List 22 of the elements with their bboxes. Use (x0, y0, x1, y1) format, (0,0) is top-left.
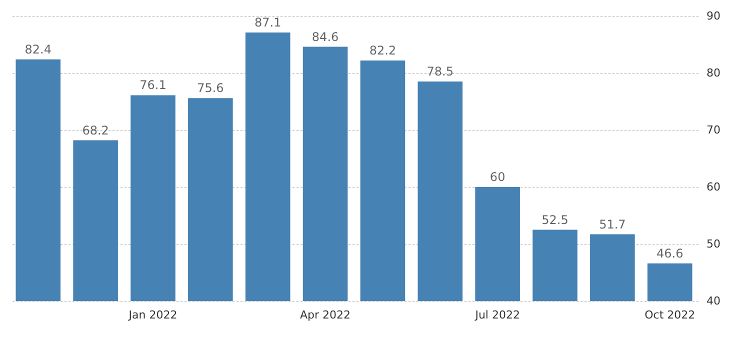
data-label: 75.6 (197, 81, 224, 96)
y-tick-label: 60 (706, 180, 720, 194)
data-label: 84.6 (312, 30, 339, 44)
x-tick-label: Jan 2022 (128, 308, 178, 322)
y-tick-label: 70 (706, 124, 720, 136)
x-tick-label: Jul 2022 (474, 308, 520, 322)
y-tick-label: 90 (706, 10, 720, 22)
y-tick-label: 80 (706, 66, 720, 80)
y-tick-label: 50 (706, 238, 720, 250)
data-label: 46.6 (656, 246, 684, 260)
x-tick-label: Apr 2022 (300, 308, 351, 322)
data-label: 78.5 (426, 64, 454, 79)
data-label: 68.2 (82, 123, 109, 138)
data-label: 60 (490, 170, 506, 184)
data-label: 82.2 (369, 43, 396, 58)
data-label: 52.5 (542, 212, 568, 227)
data-label: 76.1 (140, 78, 166, 92)
data-label: 87.1 (254, 16, 282, 30)
x-tick-label: Oct 2022 (644, 308, 696, 322)
data-label: 82.4 (24, 42, 52, 56)
y-tick-label: 40 (706, 294, 720, 308)
data-label: 51.7 (599, 217, 626, 232)
